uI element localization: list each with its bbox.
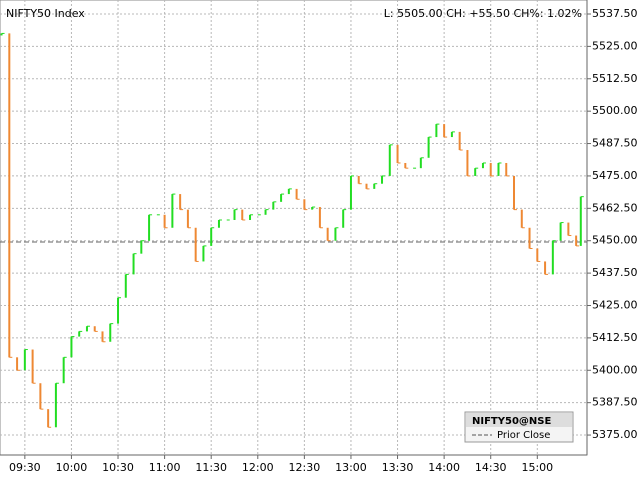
- x-tick-label: 14:30: [475, 461, 507, 474]
- legend-title[interactable]: NIFTY50@NSE: [472, 416, 551, 427]
- legend: NIFTY50@NSE Prior Close: [464, 411, 574, 443]
- y-tick-label: 5375.00: [592, 428, 638, 441]
- y-tick-label: 5450.00: [592, 234, 638, 247]
- x-tick-label: 14:00: [428, 461, 460, 474]
- x-tick-label: 13:00: [335, 461, 367, 474]
- x-tick-label: 11:00: [149, 461, 181, 474]
- y-tick-label: 5400.00: [592, 363, 638, 376]
- x-tick-label: 15:00: [521, 461, 553, 474]
- legend-header: [466, 413, 572, 427]
- y-tick-label: 5425.00: [592, 298, 638, 311]
- bars: [0, 32, 587, 428]
- x-tick-label: 09:30: [9, 461, 41, 474]
- y-tick-label: 5462.50: [592, 201, 638, 214]
- legend-label[interactable]: Prior Close: [497, 430, 550, 441]
- x-tick-label: 11:30: [195, 461, 227, 474]
- y-tick-label: 5500.00: [592, 104, 638, 117]
- x-tick-label: 10:00: [56, 461, 88, 474]
- y-tick-label: 5525.00: [592, 39, 638, 52]
- x-tick-label: 12:30: [289, 461, 321, 474]
- y-tick-label: 5387.50: [592, 396, 638, 409]
- y-tick-label: 5512.50: [592, 72, 638, 85]
- y-tick-label: 5487.50: [592, 137, 638, 150]
- grid: [0, 0, 587, 455]
- chart-title: NIFTY50 Index: [6, 7, 85, 20]
- y-tick-label: 5475.00: [592, 169, 638, 182]
- y-tick-label: 5537.50: [592, 7, 638, 20]
- plot-area: [0, 0, 588, 456]
- x-tick-label: 12:00: [242, 461, 274, 474]
- x-tick-label: 10:30: [102, 461, 134, 474]
- y-tick-label: 5437.50: [592, 266, 638, 279]
- quote: L: 5505.00 CH: +55.50 CH%: 1.02%: [384, 7, 582, 20]
- y-tick-label: 5412.50: [592, 331, 638, 344]
- x-tick-label: 13:30: [382, 461, 414, 474]
